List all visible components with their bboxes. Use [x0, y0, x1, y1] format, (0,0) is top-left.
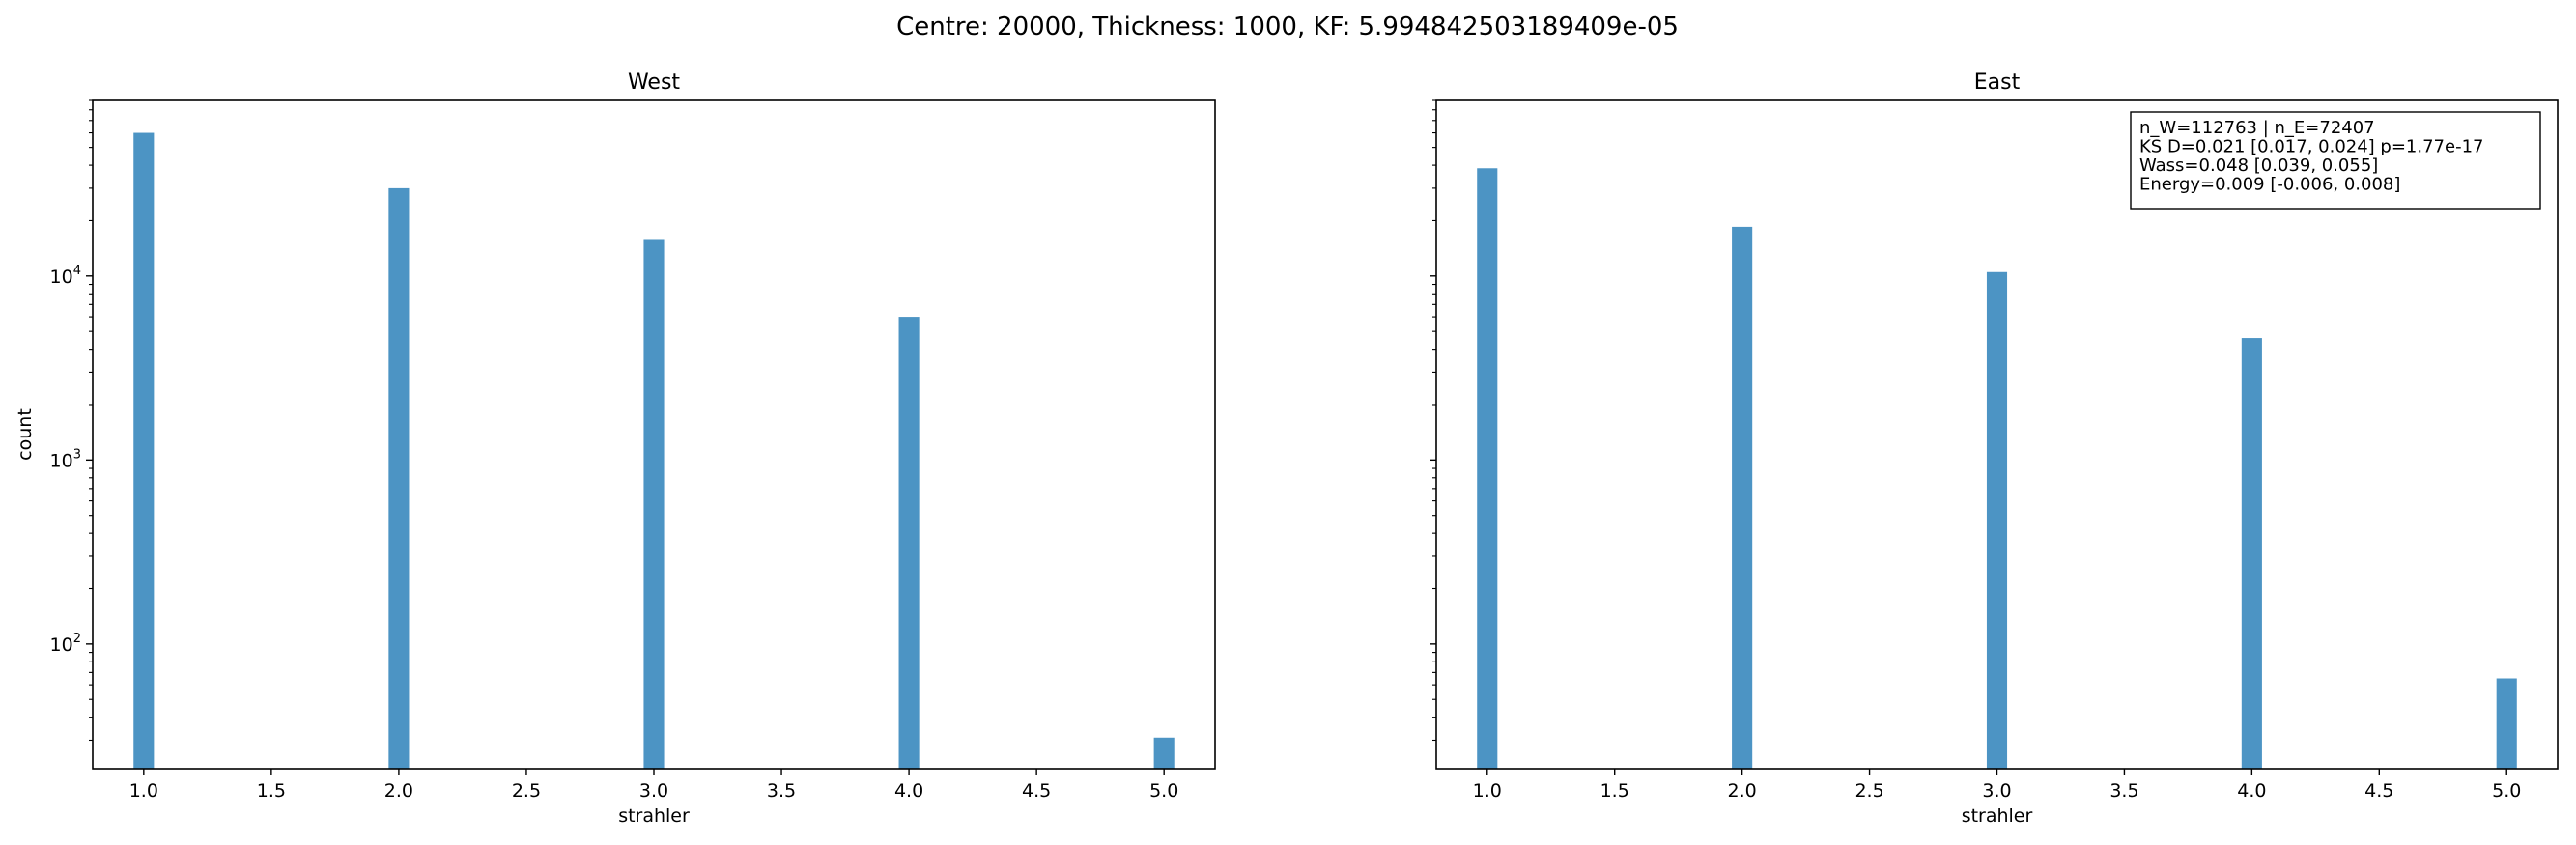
x-tick-label: 5.0: [1149, 780, 1178, 802]
x-tick-label: 1.0: [1473, 780, 1502, 802]
west-panel: 1.0 1.5 2.0 2.5 3.0 3.5 4.0 4.5 5.0 102 103 104 West…: [14, 70, 1216, 827]
bar-strahler-3: [1986, 271, 2008, 769]
x-tick-label: 3.0: [639, 780, 668, 802]
bar-strahler-5: [1153, 737, 1175, 769]
subplot-title: West: [628, 70, 680, 95]
x-tick-label: 2.0: [384, 780, 413, 802]
x-tick-label: 1.5: [257, 780, 286, 802]
bar-strahler-1: [1477, 168, 1498, 769]
x-axis-label: strahler: [618, 805, 690, 827]
east-panel: 1.0 1.5 2.0 2.5 3.0 3.5 4.0 4.5 5.0 East strahler n…: [1430, 70, 2559, 827]
x-tick-label: 1.0: [129, 780, 158, 802]
x-tick-label: 2.0: [1728, 780, 1757, 802]
x-tick-label: 4.0: [894, 780, 923, 802]
stats-annotation-box: [2130, 111, 2541, 210]
bar-strahler-1: [133, 132, 155, 769]
x-tick-label: 1.5: [1600, 780, 1629, 802]
y-tick-label: 102: [50, 632, 81, 656]
x-tick-label: 3.5: [2109, 780, 2138, 802]
y-tick-label: 104: [50, 264, 81, 288]
bar-strahler-4: [898, 317, 920, 769]
subplot-title: East: [1974, 70, 2021, 95]
bar-strahler-5: [2496, 678, 2517, 769]
figure-suptitle: Centre: 20000, Thickness: 1000, KF: 5.99…: [896, 13, 1679, 42]
x-tick-label: 3.5: [767, 780, 796, 802]
x-tick-label: 4.5: [2364, 780, 2393, 802]
stats-annotation-line: KS D=0.021 [0.017, 0.024] p=1.77e-17: [2139, 137, 2483, 157]
x-tick-label: 4.5: [1022, 780, 1051, 802]
y-tick-label: 103: [50, 447, 81, 471]
bar-strahler-2: [1732, 226, 1753, 769]
bar-strahler-3: [643, 239, 665, 769]
x-tick-label: 2.5: [512, 780, 541, 802]
bar-strahler-2: [388, 187, 410, 770]
stats-annotation-line: Wass=0.048 [0.039, 0.055]: [2139, 155, 2378, 176]
x-axis-label: strahler: [1962, 805, 2033, 827]
x-tick-label: 2.5: [1854, 780, 1883, 802]
x-tick-label: 4.0: [2237, 780, 2266, 802]
x-tick-label: 3.0: [1982, 780, 2011, 802]
y-axis-label: count: [14, 408, 36, 461]
stats-annotation-line: n_W=112763 | n_E=72407: [2139, 118, 2375, 138]
bar-strahler-4: [2241, 338, 2262, 769]
x-tick-label: 5.0: [2492, 780, 2521, 802]
stats-annotation-line: Energy=0.009 [-0.006, 0.008]: [2139, 175, 2400, 195]
